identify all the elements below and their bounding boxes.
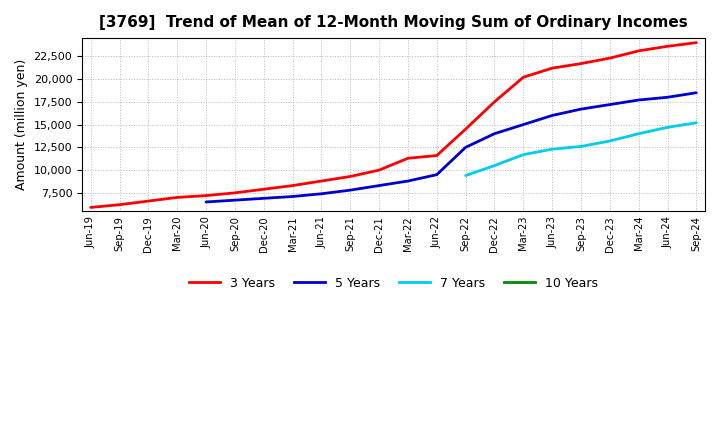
Y-axis label: Amount (million yen): Amount (million yen): [15, 59, 28, 190]
Legend: 3 Years, 5 Years, 7 Years, 10 Years: 3 Years, 5 Years, 7 Years, 10 Years: [184, 272, 603, 295]
Title: [3769]  Trend of Mean of 12-Month Moving Sum of Ordinary Incomes: [3769] Trend of Mean of 12-Month Moving …: [99, 15, 688, 30]
